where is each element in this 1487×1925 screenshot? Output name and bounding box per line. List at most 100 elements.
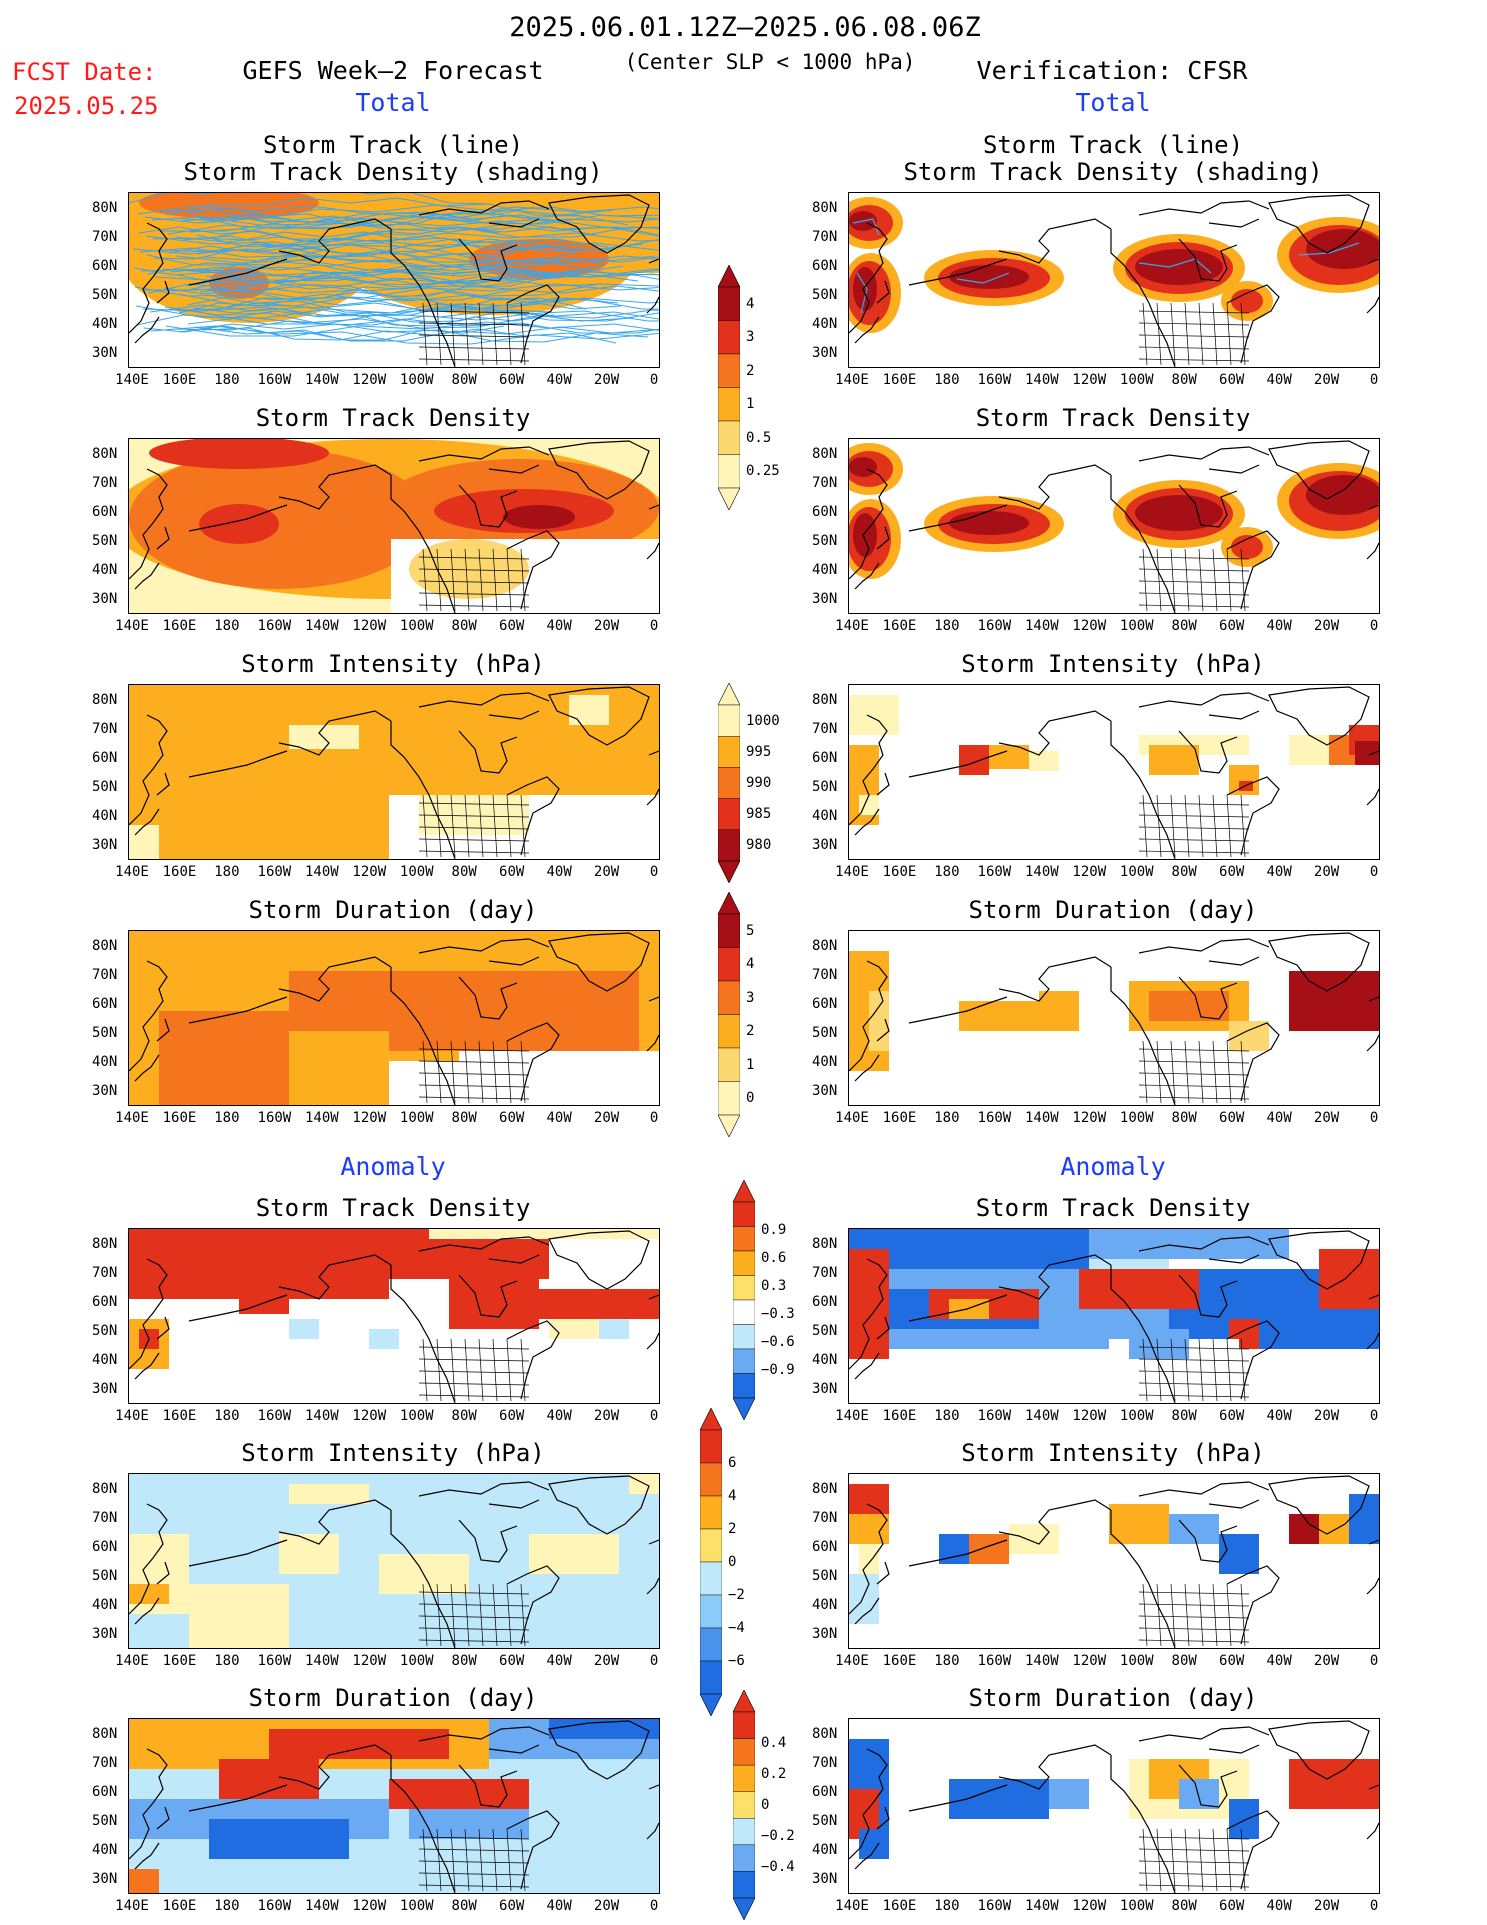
lat-label-left: 60N [92, 750, 118, 766]
colorbar-label: 2 [746, 362, 755, 379]
lon-label-right: 160E [882, 864, 917, 880]
panel-title-density-anom-left: Storm Track Density [255, 1194, 531, 1222]
lon-label-right: 60W [1219, 372, 1245, 388]
lon-label-left: 20W [593, 618, 620, 634]
lon-label-left: 140W [304, 1408, 339, 1424]
lon-label-left: 140E [115, 372, 149, 388]
colorbar-segment [718, 454, 740, 489]
lat-label-right: 70N [812, 1755, 838, 1771]
lon-label-left: 160E [162, 864, 197, 880]
lat-label-right: 50N [812, 779, 838, 795]
lon-label-right: 160W [977, 1898, 1012, 1914]
map-gefs-duration [128, 930, 660, 1106]
lat-label-left: 80N [92, 200, 118, 216]
field-cell [1219, 1534, 1259, 1574]
colorbar-label: −0.9 [761, 1362, 795, 1378]
lon-label-right: 40W [1266, 864, 1292, 880]
lon-label-left: 80W [451, 1110, 477, 1126]
lon-label-left: 180 [214, 1408, 240, 1424]
us-state-borders [1138, 1040, 1250, 1104]
field-cell [989, 1349, 1069, 1403]
field-cell [429, 1229, 659, 1239]
lon-label-right: 140E [835, 618, 869, 634]
field-cell [129, 1584, 169, 1604]
colorbar-label: 4 [746, 956, 755, 973]
colorbar-segment [700, 1594, 722, 1629]
coastlines [849, 1230, 1379, 1403]
colorbar-top-arrow [718, 683, 740, 706]
lat-label-left: 50N [92, 1813, 118, 1829]
field-cell [509, 941, 589, 971]
lon-label-left: 100W [399, 1110, 434, 1126]
forecast-column-title: GEFS Week–2 Forecast [242, 56, 544, 85]
us-state-borders [418, 302, 530, 366]
field-cell [269, 1729, 449, 1759]
colorbar-density-total [718, 265, 740, 510]
colorbar-top-arrow [700, 1408, 722, 1431]
lat-label-right: 50N [812, 287, 838, 303]
lat-label-left: 60N [92, 1784, 118, 1800]
colorbar-label: 0.25 [746, 463, 780, 480]
field-blob [149, 439, 329, 469]
coastlines [129, 194, 659, 367]
lon-label-left: 80W [451, 1408, 477, 1424]
lon-label-left: 40W [546, 1898, 572, 1914]
field-cell [1349, 1494, 1379, 1544]
lon-label-right: 100W [1119, 1898, 1154, 1914]
lon-label-left: 180 [214, 372, 240, 388]
field-cell [1229, 1799, 1259, 1839]
lat-label-left: 70N [92, 967, 118, 983]
lat-label-right: 60N [812, 1294, 838, 1310]
lon-label-right: 140E [835, 864, 869, 880]
panel-title-track-line-left: Storm Track (line) [262, 131, 524, 159]
field-cell [959, 745, 989, 775]
panel-title-duration-anom-left: Storm Duration (day) [248, 1684, 538, 1712]
field-cell [1289, 971, 1379, 1031]
lon-label-right: 180 [934, 1408, 960, 1424]
coastlines [129, 932, 659, 1105]
lon-label-left: 80W [451, 372, 477, 388]
lon-label-left: 160E [162, 1653, 197, 1669]
lon-label-right: 80W [1171, 372, 1197, 388]
lat-label-left: 80N [92, 938, 118, 954]
colorbar-segment [718, 353, 740, 388]
lon-label-left: 120W [352, 372, 387, 388]
lon-label-left: 180 [214, 1898, 240, 1914]
lon-label-left: 140E [115, 618, 149, 634]
field-cell [959, 1001, 1039, 1031]
field-cell [849, 1484, 889, 1514]
lon-label-right: 140E [835, 1408, 869, 1424]
colorbar-label: 1 [746, 396, 755, 413]
colorbar-label: 3 [746, 989, 755, 1006]
total-section-left: Total [355, 88, 431, 117]
lon-label-right: 120W [1072, 618, 1107, 634]
colorbar-label: −6 [728, 1653, 745, 1669]
lat-label-right: 70N [812, 229, 838, 245]
field-cell [1289, 735, 1329, 765]
field-cell [1009, 1524, 1059, 1554]
us-state-borders [418, 794, 530, 858]
field-cell [1089, 1229, 1289, 1259]
lon-label-left: 60W [499, 1408, 525, 1424]
map-gefs-track-density [128, 192, 660, 368]
lon-label-left: 20W [593, 1408, 620, 1424]
lon-label-right: 140W [1024, 372, 1059, 388]
colorbar-intensity-anomaly [700, 1408, 722, 1716]
colorbar-segment [733, 1711, 755, 1739]
coastlines [849, 686, 1379, 859]
lat-label-left: 70N [92, 1265, 118, 1281]
colorbar-segment [718, 1014, 740, 1049]
colorbar-segment [718, 829, 740, 862]
colorbar-segment [700, 1528, 722, 1563]
panel-title-density-anom-right: Storm Track Density [975, 1194, 1251, 1222]
lat-label-left: 60N [92, 258, 118, 274]
field-cell [549, 1319, 599, 1339]
lon-label-right: 0 [1369, 1653, 1379, 1669]
lon-label-left: 160E [162, 372, 197, 388]
colorbar-segment [700, 1660, 722, 1695]
field-cell [459, 1051, 659, 1105]
lon-label-right: 180 [934, 618, 960, 634]
lon-label-right: 160E [882, 1408, 917, 1424]
colorbar-segment [718, 736, 740, 768]
colorbar-label: 980 [746, 837, 772, 854]
